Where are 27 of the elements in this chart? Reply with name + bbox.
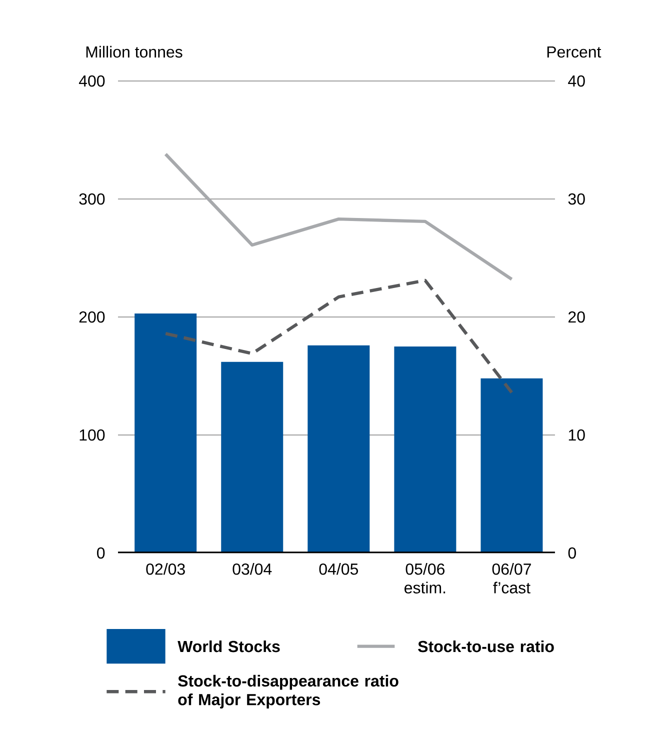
y2-tick-label: 0 [568,547,576,559]
y-axis-title: Million tonnes [86,46,182,58]
y-tick-label: 200 [79,311,105,323]
y-tick-label: 0 [97,547,105,559]
line-series [164,152,514,281]
bar [221,362,284,553]
x-tick-label: 06/07 f’cast [492,563,531,594]
y2-axis-title: Percent [547,46,602,58]
y2-tick-label: 30 [568,193,585,205]
bar [480,378,543,553]
line-series [164,278,514,394]
x-tick-label: 03/04 [232,563,272,575]
x-tick-label: 04/05 [319,563,358,575]
y2-tick-label: 10 [568,429,585,441]
y-tick-label: 100 [80,429,105,441]
legend-label: Stock-to-use ratio [418,640,554,652]
y2-tick-label: 20 [568,311,585,323]
legend-label: Stock-to-disappearance ratio of Major Exporters [178,674,398,708]
bar [394,346,456,553]
bar [134,313,197,553]
y-tick-label: 400 [78,75,105,87]
x-tick-label: 05/06 estim. [404,563,446,594]
x-tick-label: 02/03 [146,563,185,575]
bar [308,345,370,553]
y2-tick-label: 40 [568,75,585,87]
legend-label: World Stocks [178,640,280,652]
y-tick-label: 300 [79,193,105,205]
